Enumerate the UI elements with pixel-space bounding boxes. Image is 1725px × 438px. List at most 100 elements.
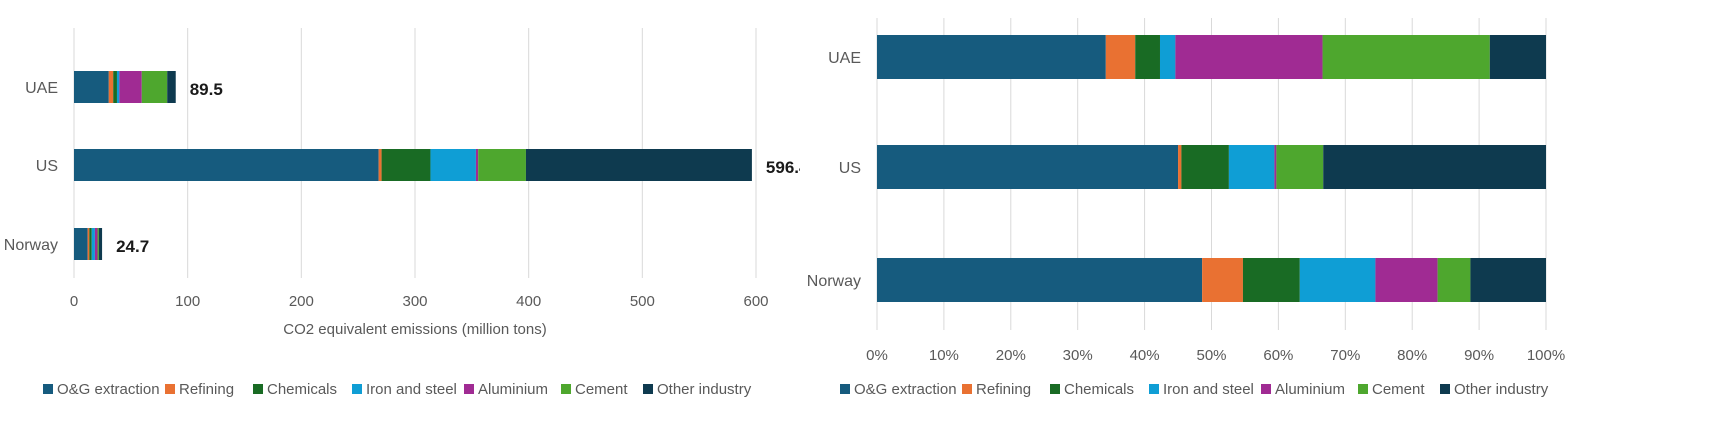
- x-tick-label: 30%: [1063, 347, 1093, 364]
- left-stacked-bar-chart: 0 100 200 300 400 500 600 UAE 89.5 US 596.4 Norway 2…: [4, 28, 800, 398]
- x-tick-label: 600: [743, 293, 768, 310]
- x-tick-label: 70%: [1330, 347, 1360, 364]
- bar-segment-uae-chemicals: [113, 71, 117, 103]
- total-data-label: 24.7: [116, 237, 149, 256]
- bar-segment-us-aluminium: [475, 149, 479, 181]
- legend-swatch-iron-and-steel: [1149, 384, 1159, 394]
- bar-segment-us-cement: [1276, 145, 1324, 189]
- bar-segment-uae-refining: [108, 71, 114, 103]
- legend-label-iron-and-steel: Iron and steel: [366, 381, 457, 398]
- x-tick-label: 100%: [1527, 347, 1565, 364]
- legend-label-refining: Refining: [179, 381, 234, 398]
- bar-segment-norway-refining: [87, 228, 90, 260]
- legend-swatch-refining: [962, 384, 972, 394]
- bar-segment-us-o-g-extraction: [74, 149, 379, 181]
- x-tick-label: 50%: [1196, 347, 1226, 364]
- category-label: US: [839, 160, 861, 177]
- bar-segment-us-chemicals: [1181, 145, 1229, 189]
- bar-segment-uae-iron-and-steel: [116, 71, 120, 103]
- legend-swatch-iron-and-steel: [352, 384, 362, 394]
- bar-segment-us-o-g-extraction: [877, 145, 1179, 189]
- legend-swatch-aluminium: [464, 384, 474, 394]
- right-percent-stacked-bar-chart: 0% 10% 20% 30% 40% 50% 60% 70% 80% 90% 100% UAE US No…: [807, 18, 1565, 398]
- category-label: US: [36, 158, 58, 175]
- bar-segment-norway-cement: [97, 228, 99, 260]
- bar-segment-norway-iron-and-steel: [1299, 258, 1376, 302]
- legend-swatch-cement: [561, 384, 571, 394]
- total-data-label: 89.5: [190, 80, 223, 99]
- x-tick-label: 40%: [1130, 347, 1160, 364]
- legend-label-cement: Cement: [1372, 381, 1425, 398]
- bar-segment-uae-other-industry: [167, 71, 176, 103]
- bar-segment-uae-o-g-extraction: [74, 71, 109, 103]
- bar-segment-norway-aluminium: [1375, 258, 1438, 302]
- legend-swatch-cement: [1358, 384, 1368, 394]
- legend-label-aluminium: Aluminium: [1275, 381, 1345, 398]
- legend-label-chemicals: Chemicals: [1064, 381, 1134, 398]
- x-tick-label: 10%: [929, 347, 959, 364]
- bar-segment-us-iron-and-steel: [430, 149, 476, 181]
- bar-segment-uae-refining: [1105, 35, 1136, 79]
- legend-swatch-other-industry: [643, 384, 653, 394]
- legend-swatch-other-industry: [1440, 384, 1450, 394]
- bar-segment-norway-chemicals: [1242, 258, 1300, 302]
- legend-label-chemicals: Chemicals: [267, 381, 337, 398]
- bar-segment-norway-chemicals: [89, 228, 92, 260]
- bar-segment-norway-other-industry: [1470, 258, 1546, 302]
- legend-label-refining: Refining: [976, 381, 1031, 398]
- bar-segment-norway-refining: [1202, 258, 1243, 302]
- bar-segment-norway-cement: [1437, 258, 1471, 302]
- bar-segment-uae-aluminium: [119, 71, 142, 103]
- x-axis-title: CO2 equivalent emissions (million tons): [283, 321, 546, 338]
- x-tick-label: 100: [175, 293, 200, 310]
- legend-swatch-refining: [165, 384, 175, 394]
- x-tick-label: 0: [70, 293, 78, 310]
- bar-segment-uae-chemicals: [1135, 35, 1160, 79]
- legend-swatch-chemicals: [1050, 384, 1060, 394]
- legend-label-o-g-extraction: O&G extraction: [57, 381, 160, 398]
- bar-segment-us-refining: [378, 149, 382, 181]
- legend-swatch-o-g-extraction: [840, 384, 850, 394]
- legend-label-iron-and-steel: Iron and steel: [1163, 381, 1254, 398]
- category-label: UAE: [828, 50, 861, 67]
- bar-segment-uae-cement: [141, 71, 168, 103]
- bar-segment-norway-iron-and-steel: [91, 228, 95, 260]
- bar-segment-us-other-industry: [525, 149, 752, 181]
- legend-label-other-industry: Other industry: [1454, 381, 1549, 398]
- bar-segment-norway-aluminium: [94, 228, 98, 260]
- legend-swatch-chemicals: [253, 384, 263, 394]
- x-tick-label: 300: [402, 293, 427, 310]
- bar-segment-uae-cement: [1322, 35, 1490, 79]
- x-tick-label: 0%: [866, 347, 888, 364]
- category-label: Norway: [807, 273, 861, 290]
- x-tick-label: 60%: [1263, 347, 1293, 364]
- category-label: UAE: [25, 80, 58, 97]
- bar-segment-norway-other-industry: [98, 228, 103, 260]
- bar-segment-uae-aluminium: [1175, 35, 1323, 79]
- legend-swatch-aluminium: [1261, 384, 1271, 394]
- x-tick-label: 90%: [1464, 347, 1494, 364]
- legend-label-other-industry: Other industry: [657, 381, 752, 398]
- bar-segment-norway-o-g-extraction: [74, 228, 88, 260]
- bar-segment-uae-iron-and-steel: [1159, 35, 1176, 79]
- x-tick-label: 200: [289, 293, 314, 310]
- bar-segment-norway-o-g-extraction: [877, 258, 1203, 302]
- total-data-label: 596.4: [766, 158, 800, 177]
- bar-segment-uae-o-g-extraction: [877, 35, 1106, 79]
- legend-label-cement: Cement: [575, 381, 628, 398]
- bar-segment-uae-other-industry: [1489, 35, 1546, 79]
- bar-segment-us-other-industry: [1323, 145, 1546, 189]
- x-tick-label: 500: [630, 293, 655, 310]
- bar-segment-us-aluminium: [1274, 145, 1277, 189]
- bar-segment-us-cement: [478, 149, 526, 181]
- x-tick-label: 400: [516, 293, 541, 310]
- bar-segment-us-refining: [1178, 145, 1182, 189]
- bar-segment-us-iron-and-steel: [1228, 145, 1275, 189]
- category-label: Norway: [4, 237, 58, 254]
- bar-segment-us-chemicals: [381, 149, 431, 181]
- x-tick-label: 80%: [1397, 347, 1427, 364]
- legend-label-aluminium: Aluminium: [478, 381, 548, 398]
- legend-label-o-g-extraction: O&G extraction: [854, 381, 957, 398]
- legend-swatch-o-g-extraction: [43, 384, 53, 394]
